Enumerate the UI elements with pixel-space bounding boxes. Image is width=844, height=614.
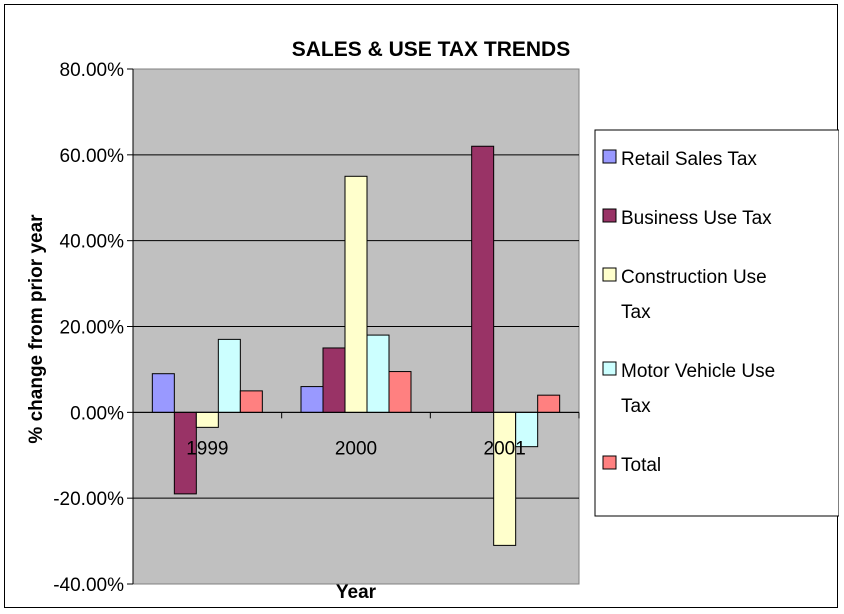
x-tick-label: 2001 xyxy=(484,438,526,459)
y-axis-ticks: 80.00% 60.00% 40.00% 20.00% 0.00% -20.00% -40.… xyxy=(53,60,134,596)
bar xyxy=(388,371,412,413)
bar xyxy=(151,373,175,413)
legend-swatch xyxy=(602,361,617,376)
bar xyxy=(493,411,517,546)
legend-label: Retail Sales Tax xyxy=(621,149,757,170)
y-tick-label: 20.00% xyxy=(60,318,125,339)
x-axis-ticks: 1999 2000 2001 xyxy=(132,411,580,459)
bar xyxy=(537,394,561,413)
bar xyxy=(471,145,495,413)
legend-box xyxy=(594,129,839,517)
x-axis-label: Year xyxy=(336,582,377,603)
legend-swatch xyxy=(602,267,617,282)
y-tick-label: 0.00% xyxy=(70,403,124,424)
x-tick-label: 2000 xyxy=(335,438,377,459)
bars xyxy=(151,145,561,546)
sales-use-tax-chart: SALES & USE TAX TRENDS 80.00% 60.00% 40.00… xyxy=(26,38,839,603)
y-axis-label: % change from prior year xyxy=(26,214,47,444)
x-tick-label: 1999 xyxy=(186,438,228,459)
legend-swatch xyxy=(602,455,617,470)
y-tick-label: 80.00% xyxy=(60,60,125,81)
y-tick-label: -40.00% xyxy=(53,575,124,596)
bar xyxy=(300,386,324,413)
chart-title: SALES & USE TAX TRENDS xyxy=(292,38,570,61)
chart-frame: SALES & USE TAX TRENDS 80.00% 60.00% 40.00… xyxy=(4,4,839,608)
legend-label: Motor Vehicle Use Tax xyxy=(621,361,775,417)
bar xyxy=(344,175,368,413)
legend-label: Construction Use Tax xyxy=(621,267,767,323)
bar xyxy=(195,411,219,428)
y-tick-label: -20.00% xyxy=(53,489,124,510)
legend-swatch xyxy=(602,149,617,164)
legend-label: Business Use Tax xyxy=(621,208,772,229)
y-tick-label: 40.00% xyxy=(60,232,125,253)
legend-swatch xyxy=(602,208,617,223)
y-tick-label: 60.00% xyxy=(60,146,125,167)
legend: Retail Sales Tax Business Use Tax Construc… xyxy=(594,129,839,517)
legend-label: Total xyxy=(621,455,661,476)
bar xyxy=(322,347,346,413)
bar xyxy=(239,390,263,413)
bar xyxy=(366,334,390,413)
bar xyxy=(217,338,241,413)
